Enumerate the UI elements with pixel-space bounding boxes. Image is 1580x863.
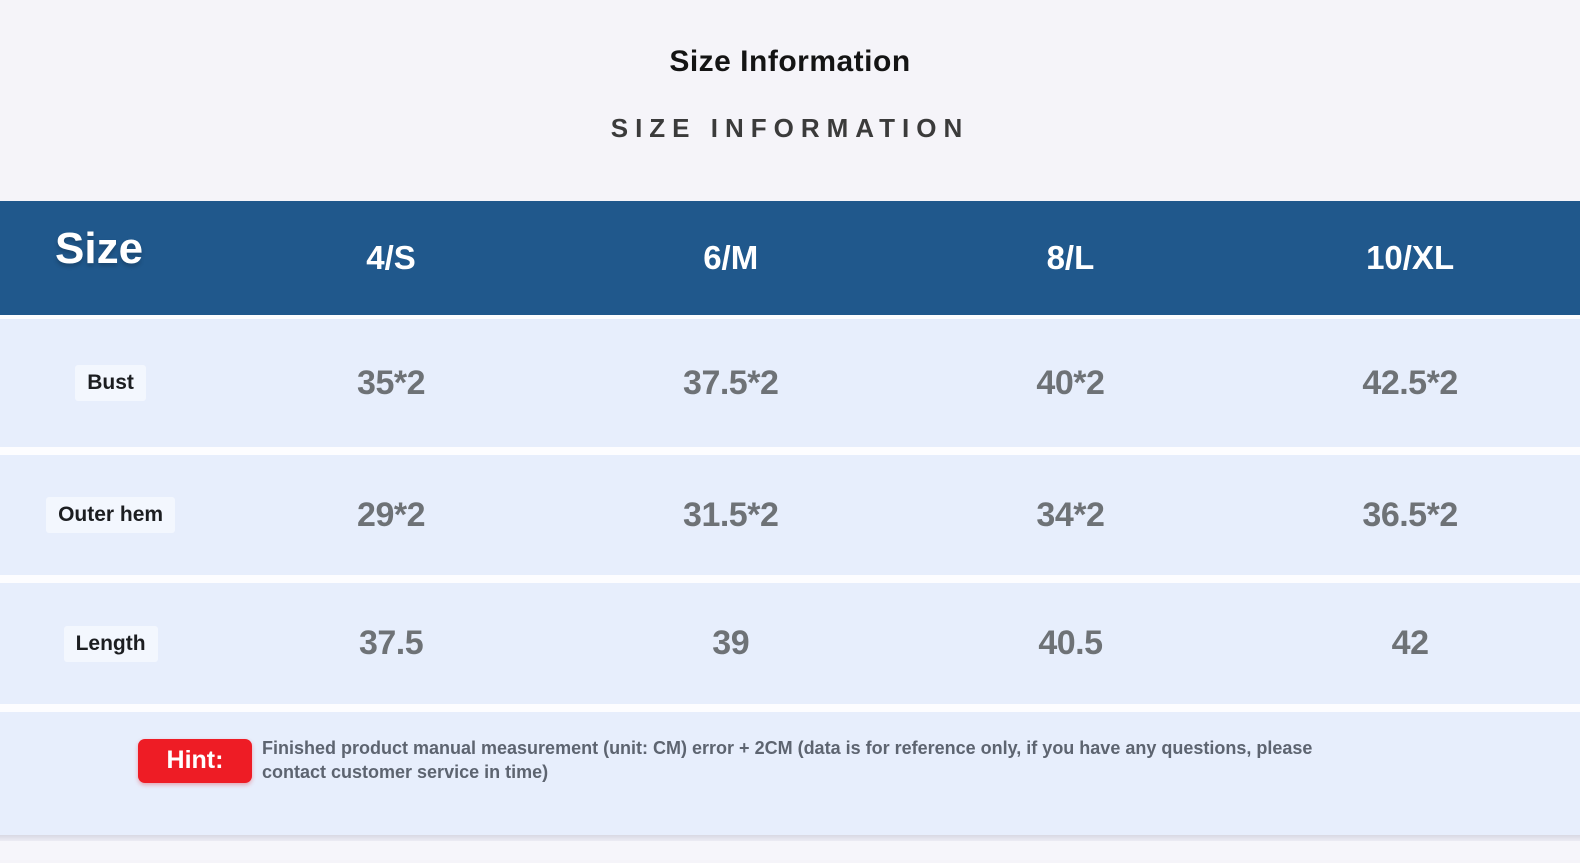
row-label-text: Length xyxy=(63,625,158,662)
length-value-10xl: 42 xyxy=(1391,624,1429,662)
bust-value-8l: 40*2 xyxy=(1036,363,1105,402)
hint-badge: Hint: xyxy=(138,738,252,783)
table-row-bust: Bust 35*2 37.5*2 40*2 42.5*2 xyxy=(0,319,1580,447)
outer-hem-value-6m: 31.5*2 xyxy=(683,495,779,534)
length-value-4s: 37.5 xyxy=(358,624,424,662)
header-size-label: Size xyxy=(55,224,144,273)
row-label-outer-hem: Outer hem xyxy=(0,497,221,533)
outer-hem-value-10xl: 36.5*2 xyxy=(1362,495,1458,534)
header-col-4s: 4/S xyxy=(366,239,416,276)
row-label-length: Length xyxy=(0,625,221,662)
page-subtitle: SIZE INFORMATION xyxy=(610,113,970,143)
bottom-space xyxy=(0,841,1580,860)
hint-text: Finished product manual measurement (uni… xyxy=(262,738,1313,782)
table-row-outer-hem: Outer hem 29*2 31.5*2 34*2 36.5*2 xyxy=(0,455,1580,575)
size-table: Size 4/S 6/M 8/L 10/XL Bust 35*2 37.5*2 … xyxy=(0,201,1580,835)
bust-value-6m: 37.5*2 xyxy=(683,363,779,402)
outer-hem-value-8l: 34*2 xyxy=(1036,495,1105,534)
header-col-8l: 8/L xyxy=(1046,239,1095,276)
bust-value-4s: 35*2 xyxy=(357,363,426,402)
table-row-length: Length 37.5 39 40.5 42 xyxy=(0,583,1580,704)
row-label-text: Bust xyxy=(75,365,146,401)
hint-section: Hint: Finished product manual measuremen… xyxy=(0,712,1580,835)
table-header-row: Size 4/S 6/M 8/L 10/XL xyxy=(0,201,1580,315)
header-col-6m: 6/M xyxy=(703,239,759,276)
row-label-text: Outer hem xyxy=(46,497,176,533)
row-label-bust: Bust xyxy=(0,365,221,401)
header-col-10xl: 10/XL xyxy=(1366,239,1455,276)
bust-value-10xl: 42.5*2 xyxy=(1362,363,1458,402)
outer-hem-value-4s: 29*2 xyxy=(357,495,426,534)
length-value-8l: 40.5 xyxy=(1038,624,1103,662)
bottom-divider xyxy=(0,835,1580,841)
length-value-6m: 39 xyxy=(712,624,750,662)
page-title: Size Information xyxy=(669,45,911,78)
